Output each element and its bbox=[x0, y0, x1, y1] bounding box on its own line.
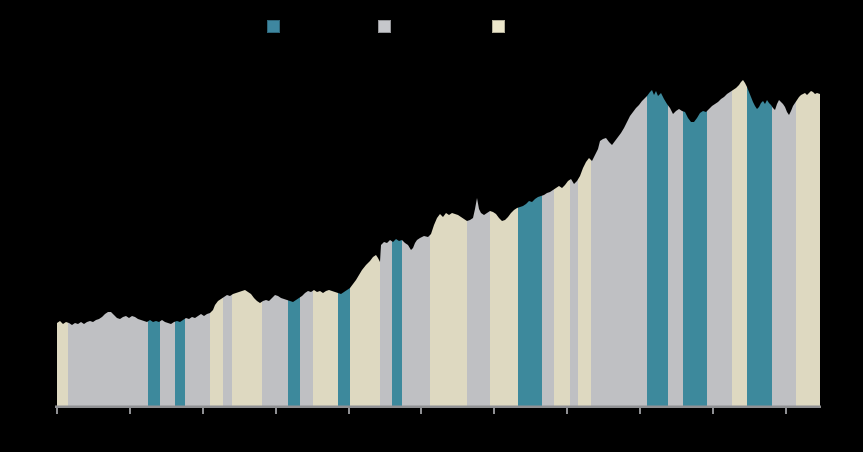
x-axis-ticks bbox=[56, 408, 787, 414]
legend-swatch-teal bbox=[267, 20, 280, 33]
legend-swatch-gray bbox=[378, 20, 391, 33]
legend-swatch-cream bbox=[492, 20, 505, 33]
era-bands bbox=[57, 80, 820, 406]
chart-legend bbox=[0, 0, 863, 46]
